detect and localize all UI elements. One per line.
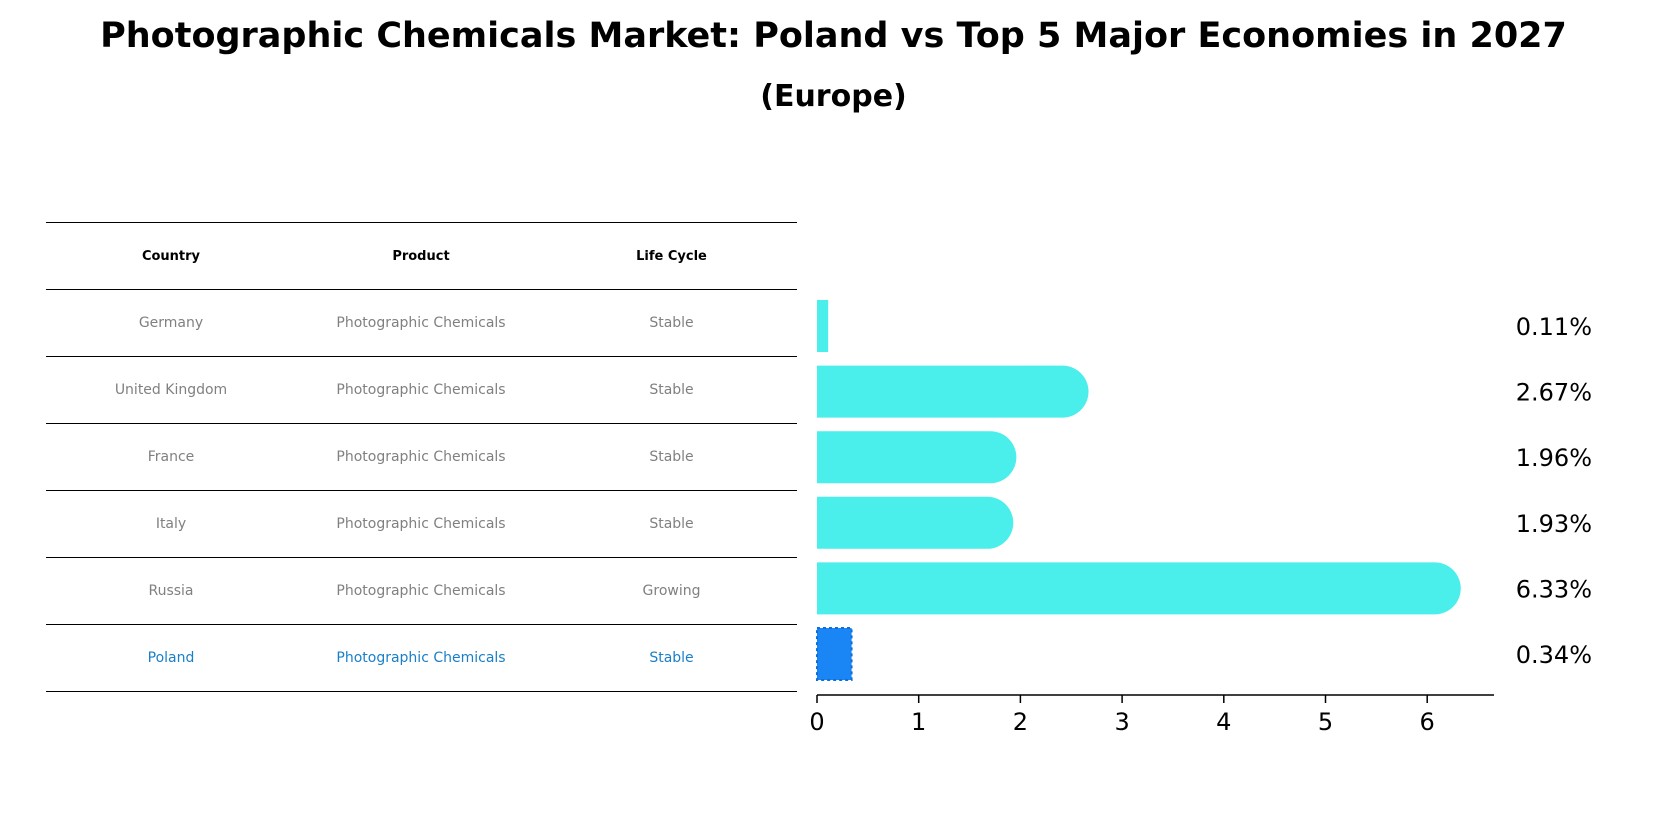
cell-life-cycle: Stable [649, 650, 694, 666]
table-header-row: Country Product Life Cycle [46, 223, 797, 289]
table-rule [46, 490, 797, 491]
bar-value-label: 0.34% [1516, 641, 1592, 669]
cell-product: Photographic Chemicals [336, 650, 506, 666]
header-country: Country [141, 248, 201, 264]
table-row: United Kingdom Photographic Chemicals St… [46, 357, 797, 423]
bar-value-label: 1.96% [1516, 444, 1592, 472]
x-tick-label: 5 [1318, 708, 1333, 736]
cell-country: Italy [155, 516, 187, 532]
x-tick-label: 4 [1216, 708, 1231, 736]
bar-value-label: 1.93% [1516, 510, 1592, 538]
country-table: Country Product Life Cycle Germany Photo… [46, 222, 797, 692]
bar [817, 496, 1014, 549]
header-product: Product [392, 248, 450, 264]
x-tick-label: 2 [1013, 708, 1028, 736]
cell-product: Photographic Chemicals [336, 583, 506, 599]
bar [817, 365, 1089, 418]
table-rule [46, 356, 797, 357]
x-tick-label: 6 [1420, 708, 1435, 736]
cell-life-cycle: Stable [649, 315, 694, 331]
table-rule [46, 423, 797, 424]
cell-life-cycle: Stable [649, 382, 694, 398]
bar [817, 300, 829, 352]
cell-life-cycle: Growing [642, 583, 701, 599]
bar-value-label: 0.11% [1516, 313, 1592, 341]
table-row: Germany Photographic Chemicals Stable [46, 290, 797, 356]
x-tick-label: 1 [911, 708, 926, 736]
cell-life-cycle: Stable [649, 516, 694, 532]
cell-product: Photographic Chemicals [336, 449, 506, 465]
bar [817, 562, 1461, 615]
table-bottom-rule [46, 691, 797, 692]
header-life-cycle: Life Cycle [636, 248, 707, 264]
bar-value-label: 6.33% [1516, 575, 1592, 603]
table-rule [46, 557, 797, 558]
cell-country: Germany [138, 315, 204, 331]
chart-title: Photographic Chemicals Market: Poland vs… [100, 16, 1567, 56]
table-rule [46, 624, 797, 625]
table-row: Italy Photographic Chemicals Stable [46, 491, 797, 557]
table-row: Russia Photographic Chemicals Growing [46, 558, 797, 624]
cell-life-cycle: Stable [649, 449, 694, 465]
x-tick-label: 0 [809, 708, 824, 736]
table-top-rule [46, 222, 797, 223]
chart-subtitle: (Europe) [760, 79, 907, 114]
cell-product: Photographic Chemicals [336, 516, 506, 532]
table-row-highlight: Poland Photographic Chemicals Stable [46, 625, 797, 691]
cell-product: Photographic Chemicals [336, 315, 506, 331]
cell-country: United Kingdom [114, 382, 228, 398]
bar-value-label: 2.67% [1516, 379, 1592, 407]
bar [817, 431, 1017, 484]
cell-country: Russia [148, 583, 194, 599]
bar-highlight [816, 627, 853, 681]
table-rule [46, 289, 797, 290]
cell-product: Photographic Chemicals [336, 382, 506, 398]
table-row: France Photographic Chemicals Stable [46, 424, 797, 490]
cell-country: France [147, 449, 195, 465]
x-tick-label: 3 [1114, 708, 1129, 736]
cell-country: Poland [147, 650, 195, 666]
